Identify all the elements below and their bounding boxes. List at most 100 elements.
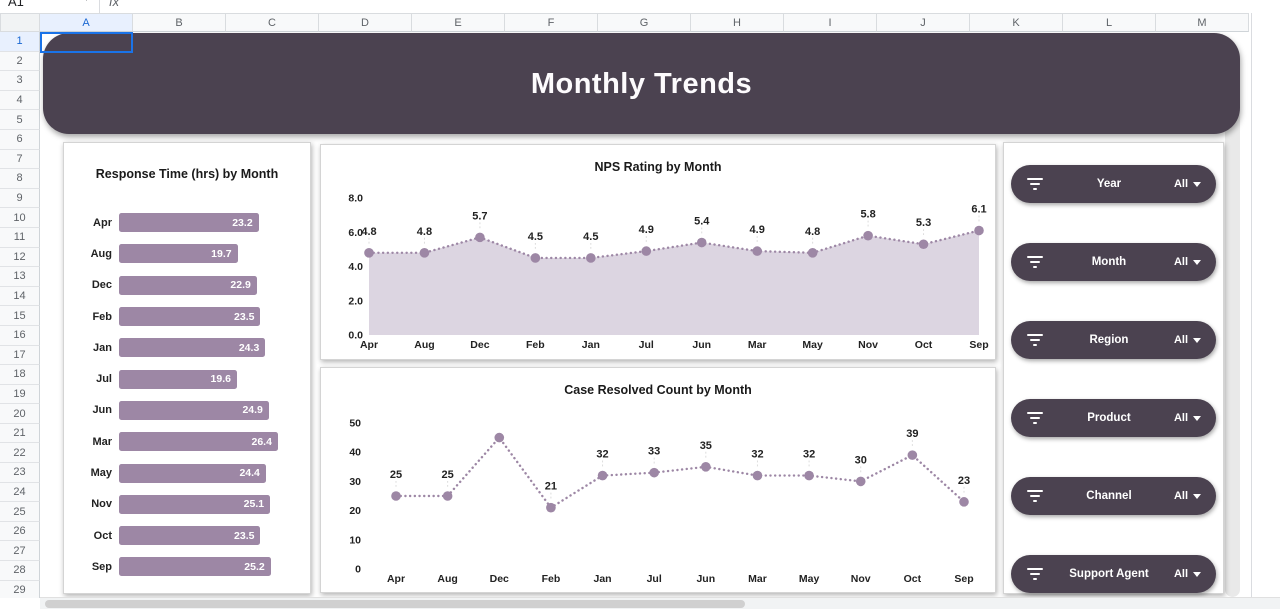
- column-header-A[interactable]: A: [40, 13, 133, 32]
- row-header-24[interactable]: 24: [0, 482, 40, 503]
- slicer-channel[interactable]: Channel All: [1011, 477, 1216, 515]
- response-time-chart[interactable]: Response Time (hrs) by Month Apr 23.2 Aug 1…: [63, 142, 311, 594]
- bar-category-label: Jul: [96, 373, 112, 386]
- row-header-27[interactable]: 27: [0, 541, 40, 562]
- column-header-F[interactable]: F: [505, 13, 598, 32]
- column-header-K[interactable]: K: [970, 13, 1063, 32]
- column-header-L[interactable]: L: [1063, 13, 1156, 32]
- column-header-I[interactable]: I: [784, 13, 877, 32]
- column-header-J[interactable]: J: [877, 13, 970, 32]
- data-point-marker: [494, 432, 505, 443]
- y-axis-tick: 10: [349, 534, 361, 546]
- data-point-label: 33: [648, 446, 660, 458]
- name-box-caret-icon[interactable]: ▾: [84, 0, 89, 4]
- column-header-C[interactable]: C: [226, 13, 319, 32]
- y-axis-tick: 2.0: [348, 295, 363, 307]
- bar-row-Nov: Nov 25.1: [64, 489, 310, 520]
- column-header-H[interactable]: H: [691, 13, 784, 32]
- x-axis-tick: Aug: [414, 339, 434, 351]
- chart-title: NPS Rating by Month: [594, 160, 722, 174]
- y-axis-tick: 6.0: [348, 227, 363, 239]
- row-header-28[interactable]: 28: [0, 561, 40, 581]
- data-point-label: 25: [390, 469, 402, 481]
- case-plot-area: 50 40 30 20 10 0 Apr Aug Dec Feb Jan Jul Jun Mar May No…: [349, 418, 973, 586]
- side-panel-strip: [1252, 13, 1280, 609]
- data-point-label: 4.8: [805, 226, 820, 238]
- slicer-value: All: [1174, 490, 1201, 502]
- bar-row-Jul: Jul 19.6: [64, 363, 310, 394]
- bar-row-Sep: Sep 25.2: [64, 551, 310, 582]
- row-header-16[interactable]: 16: [0, 325, 40, 346]
- chevron-down-icon: [1193, 181, 1201, 187]
- row-header-22[interactable]: 22: [0, 443, 40, 464]
- row-header-12[interactable]: 12: [0, 247, 40, 268]
- slicer-value: All: [1174, 256, 1201, 268]
- x-axis-tick: Jan: [593, 573, 611, 585]
- row-header-26[interactable]: 26: [0, 521, 40, 542]
- data-point-marker: [530, 253, 541, 263]
- column-header-M[interactable]: M: [1156, 13, 1249, 32]
- slicer-region[interactable]: Region All: [1011, 321, 1216, 359]
- row-header-25[interactable]: 25: [0, 502, 40, 522]
- x-axis-tick: Sep: [954, 573, 973, 585]
- slicer-list: Year All Month All Region All Product All Channe…: [1004, 165, 1223, 593]
- bar: 25.1: [119, 494, 271, 514]
- bar-category-label: Nov: [91, 498, 112, 511]
- x-axis-tick: Oct: [904, 573, 922, 585]
- bar-category-label: Feb: [92, 310, 112, 323]
- row-header-7[interactable]: 7: [0, 149, 40, 170]
- bar-category-label: Apr: [93, 216, 112, 229]
- row-header-2[interactable]: 2: [0, 51, 40, 72]
- data-point-marker: [807, 248, 818, 258]
- row-header-20[interactable]: 20: [0, 404, 40, 424]
- row-header-3[interactable]: 3: [0, 71, 40, 91]
- row-header-1[interactable]: 1: [0, 32, 40, 52]
- row-header-17[interactable]: 17: [0, 345, 40, 366]
- column-header-G[interactable]: G: [598, 13, 691, 32]
- slicer-label: Month: [1091, 256, 1127, 268]
- horizontal-scrollbar-thumb[interactable]: [45, 600, 745, 608]
- nps-rating-chart[interactable]: NPS Rating by Month 8.0 6.0 4.0 2.0 0.0 Apr Au…: [320, 144, 996, 360]
- row-header-15[interactable]: 15: [0, 306, 40, 326]
- bar: 23.2: [119, 213, 259, 233]
- column-header-E[interactable]: E: [412, 13, 505, 32]
- slicer-product[interactable]: Product All: [1011, 399, 1216, 437]
- horizontal-scrollbar-track[interactable]: [40, 597, 1280, 609]
- slicer-panel: Year All Month All Region All Product All Channe…: [1003, 142, 1224, 594]
- row-header-14[interactable]: 14: [0, 286, 40, 307]
- row-header-8[interactable]: 8: [0, 169, 40, 189]
- row-header-10[interactable]: 10: [0, 208, 40, 228]
- row-header-9[interactable]: 9: [0, 188, 40, 209]
- row-header-21[interactable]: 21: [0, 423, 40, 444]
- dashboard-banner[interactable]: Monthly Trends: [43, 33, 1240, 134]
- bar-value-label: 19.7: [211, 247, 232, 260]
- row-header-19[interactable]: 19: [0, 384, 40, 405]
- bar: 19.7: [119, 244, 238, 264]
- x-axis-tick: Feb: [542, 573, 561, 585]
- slicer-month[interactable]: Month All: [1011, 243, 1216, 281]
- data-point-marker: [364, 248, 374, 258]
- page-title: Monthly Trends: [530, 68, 753, 100]
- case-resolved-chart[interactable]: Case Resolved Count by Month 50 40 30 20 10 0…: [320, 367, 996, 593]
- bar-category-label: Aug: [90, 247, 112, 260]
- row-header-18[interactable]: 18: [0, 365, 40, 385]
- name-box[interactable]: A1: [8, 0, 24, 9]
- bar-row-Feb: Feb 23.5: [64, 301, 310, 332]
- data-point-marker: [597, 470, 608, 481]
- row-header-11[interactable]: 11: [0, 227, 40, 248]
- column-header-B[interactable]: B: [133, 13, 226, 32]
- row-header-5[interactable]: 5: [0, 110, 40, 130]
- select-all-corner[interactable]: [0, 13, 40, 32]
- bar-row-Apr: Apr 23.2: [64, 207, 310, 238]
- slicer-support-agent[interactable]: Support Agent All: [1011, 555, 1216, 593]
- slicer-year[interactable]: Year All: [1011, 165, 1216, 203]
- column-header-D[interactable]: D: [319, 13, 412, 32]
- row-header-23[interactable]: 23: [0, 463, 40, 483]
- row-header-13[interactable]: 13: [0, 267, 40, 287]
- row-header-29[interactable]: 29: [0, 580, 40, 598]
- row-header-4[interactable]: 4: [0, 90, 40, 111]
- row-header-6[interactable]: 6: [0, 129, 40, 150]
- bar-value-label: 25.2: [244, 560, 265, 573]
- data-point-marker: [391, 491, 401, 501]
- vertical-scrollbar[interactable]: [1225, 108, 1240, 597]
